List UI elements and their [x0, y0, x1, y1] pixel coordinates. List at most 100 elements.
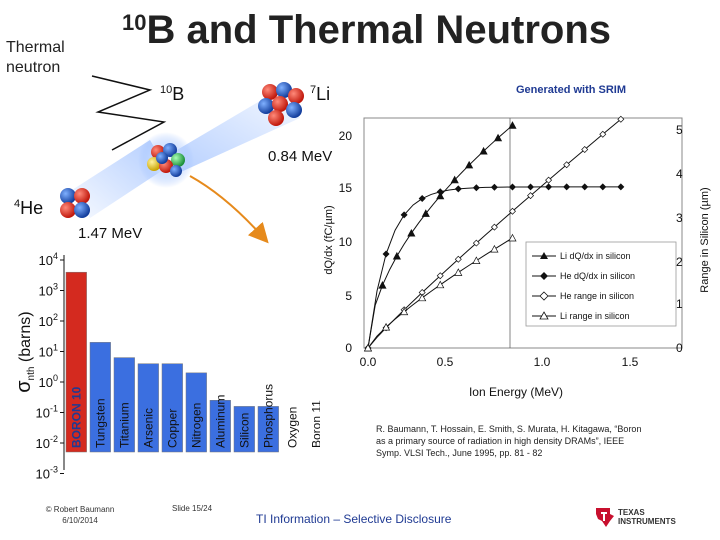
- xs-tick-label: 10-2: [36, 434, 58, 451]
- li-energy-label: 0.84 MeV: [268, 148, 333, 165]
- xs-bar: [161, 363, 183, 453]
- srim-ytick-left: 5: [345, 289, 352, 303]
- srim-data-point: [527, 192, 535, 200]
- legend-marker-li-range: [532, 311, 556, 320]
- ti-wordmark: TEXAS INSTRUMENTS: [618, 508, 676, 526]
- srim-data-point: [381, 322, 391, 331]
- xs-bar-label: Titanium: [117, 402, 131, 448]
- he-energy-label: 1.47 MeV: [78, 225, 143, 242]
- srim-xlabel: Ion Energy (MeV): [469, 385, 563, 399]
- legend-li-dq: Li dQ/dx in silicon: [560, 251, 631, 261]
- srim-ytick-right: 3: [676, 211, 683, 225]
- srim-data-point: [454, 255, 462, 263]
- srim-ylabel-right: Range in Silicon (µm): [699, 187, 711, 292]
- helium-nucleus-icon: [60, 188, 90, 218]
- b10-label: 10B: [160, 84, 185, 104]
- xs-y-ticks: 104 103 102 101 100 10-1 10-2 10-3: [36, 251, 64, 482]
- srim-data-point: [581, 145, 589, 153]
- srim-data-point: [617, 183, 625, 191]
- srim-data-point: [599, 130, 607, 138]
- xs-bar-label: Tungsten: [93, 398, 107, 448]
- xs-bar: [185, 372, 207, 453]
- footer-disclosure: TI Information – Selective Disclosure: [256, 512, 452, 526]
- incident-arrow-icon: [189, 175, 269, 244]
- legend-marker-he-dq: [532, 272, 556, 280]
- srim-ytick-left: 10: [339, 235, 353, 249]
- xs-bar-labels: BORON 10 Tungsten Titanium Arsenic Copper Nit…: [69, 384, 320, 448]
- srim-data-point: [527, 183, 535, 191]
- srim-ytick-left: 15: [339, 181, 353, 195]
- xs-bar-label: Nitrogen: [189, 403, 203, 448]
- srim-data-point: [454, 268, 463, 276]
- li7-label: 7Li: [310, 84, 331, 104]
- srim-data-point: [400, 211, 408, 219]
- xs-bar: [209, 400, 231, 453]
- xs-tick-label: 10-1: [36, 404, 58, 421]
- srim-data-point: [508, 207, 516, 215]
- srim-data-point: [472, 256, 481, 264]
- srim-data-point: [465, 160, 474, 169]
- xs-bar: [89, 342, 111, 453]
- srim-data-point: [392, 251, 401, 260]
- legend-marker-he-range: [532, 291, 556, 301]
- srim-data-point: [508, 183, 516, 191]
- xs-tick-label: 10-3: [36, 465, 58, 482]
- srim-data-point: [436, 191, 445, 200]
- legend-he-range: He range in silicon: [560, 291, 634, 301]
- srim-xtick: 1.5: [622, 355, 639, 369]
- srim-data-point: [545, 176, 553, 184]
- srim-ytick-right: 2: [676, 255, 683, 269]
- srim-data-point: [563, 183, 571, 191]
- xs-bar: [113, 357, 135, 453]
- xs-bar-label: Silicon: [237, 413, 251, 448]
- xs-bars: [65, 271, 279, 453]
- texas-instruments-logo-icon: [596, 508, 614, 527]
- srim-data-point: [363, 343, 373, 352]
- srim-data-point: [479, 146, 488, 155]
- srim-data-point: [418, 195, 426, 203]
- srim-ytick-right: 1: [676, 297, 683, 311]
- srim-chart: Li dQ/dx in silicon He dQ/dx in silicon …: [323, 115, 711, 399]
- xs-bar: [65, 271, 87, 453]
- xs-bar-label: Copper: [165, 409, 179, 448]
- srim-data-point: [490, 223, 498, 231]
- srim-data-point: [490, 183, 498, 191]
- srim-data-point: [472, 239, 480, 247]
- srim-data-point: [382, 250, 390, 258]
- srim-ytick-left: 0: [345, 341, 352, 355]
- srim-data-point: [418, 293, 427, 302]
- xs-tick-label: 104: [39, 251, 58, 268]
- reference-citation: R. Baumann, T. Hossain, E. Smith, S. Mur…: [376, 424, 642, 458]
- srim-data-point: [581, 183, 589, 191]
- xs-bar: [137, 363, 159, 453]
- xs-bar-label: Phosphorus: [261, 384, 275, 448]
- lithium-nucleus-icon: [258, 82, 304, 126]
- legend-marker-li-dq: [532, 252, 556, 259]
- xs-bar-label: Arsenic: [141, 408, 155, 448]
- srim-data-point: [563, 161, 571, 169]
- xs-tick-label: 103: [39, 282, 58, 299]
- thermal-neutron-label: Thermal neutron: [6, 39, 65, 76]
- cross-section-chart: 104 103 102 101 100 10-1 10-2 10-3 BORON 10 Tung…: [36, 251, 320, 482]
- xs-bar: [233, 406, 255, 453]
- xs-tick-label: 100: [39, 373, 58, 390]
- xs-tick-label: 101: [39, 343, 58, 360]
- srim-data-point: [450, 175, 459, 184]
- xs-bar-label: BORON 10: [69, 386, 83, 448]
- srim-data-point: [493, 133, 503, 142]
- boron-nucleus-icon: [147, 143, 185, 177]
- srim-data-point: [599, 183, 607, 191]
- srim-ytick-left: 20: [339, 129, 353, 143]
- srim-data-point: [472, 184, 480, 192]
- srim-data-point: [436, 188, 444, 196]
- srim-ytick-right: 5: [676, 123, 683, 137]
- srim-data-point: [407, 228, 416, 237]
- xs-bar-label: Oxygen: [285, 407, 299, 448]
- xs-bar-label: Aluminum: [213, 395, 227, 448]
- xs-ylabel: σnth (barns): [12, 311, 38, 393]
- srim-xtick: 1.0: [534, 355, 551, 369]
- srim-ytick-right: 4: [676, 167, 683, 181]
- srim-xtick: 0.5: [437, 355, 454, 369]
- srim-data-point: [436, 272, 444, 280]
